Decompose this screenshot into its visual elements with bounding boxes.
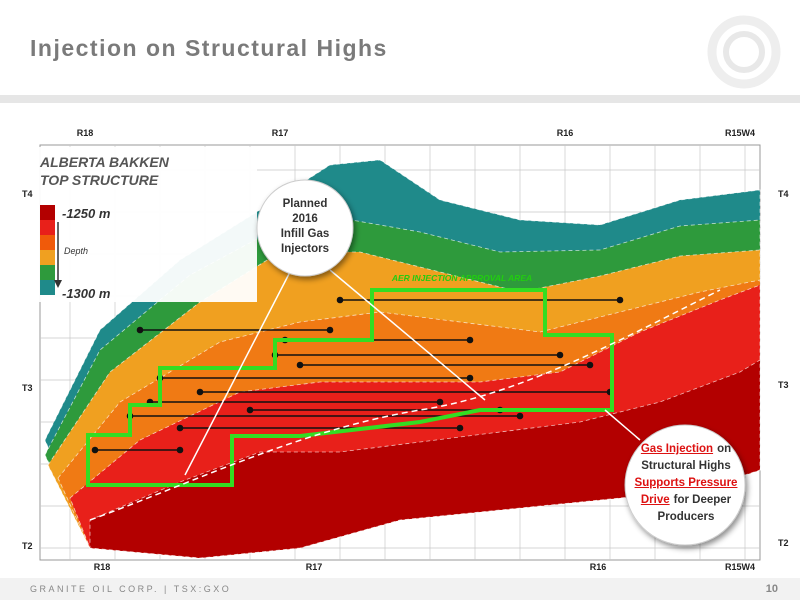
legend-middle: Depth bbox=[64, 246, 88, 256]
well-toe bbox=[466, 374, 474, 382]
callout-line: Drive for Deeper bbox=[628, 492, 744, 509]
well-toe bbox=[326, 326, 334, 334]
callout-line: Infill Gas bbox=[281, 228, 330, 240]
township-label: T3 bbox=[22, 383, 33, 393]
range-label: R15W4 bbox=[725, 128, 755, 138]
approval-area-label: AER INJECTION APPROVAL AREA bbox=[391, 273, 532, 283]
well-toe bbox=[516, 412, 524, 420]
contour-band bbox=[89, 359, 761, 559]
callout-segment: on bbox=[717, 443, 732, 455]
legend-box bbox=[35, 147, 257, 302]
legend-bottom: -1300 m bbox=[62, 286, 111, 301]
callout-pressure: Gas Injection on Structural Highs Supports … bbox=[628, 441, 744, 526]
callout-line: Injectors bbox=[281, 243, 329, 255]
township-label: T4 bbox=[22, 189, 33, 199]
range-label: R15W4 bbox=[725, 562, 755, 572]
township-range-labels: R18 R17 R16 R15W4 R18 R17 R16 R15W4 T4 T3 T2 T4 T3 T2 bbox=[22, 128, 789, 572]
range-label: R17 bbox=[306, 562, 323, 572]
township-label: T4 bbox=[778, 189, 789, 199]
slide-title: Injection on Structural Highs bbox=[30, 35, 388, 61]
footer-bar bbox=[0, 578, 800, 600]
footer-company: GRANITE OIL CORP. | TSX:GXO bbox=[30, 584, 231, 594]
callout-line: 2016 bbox=[292, 213, 318, 225]
well-toe bbox=[456, 424, 464, 432]
range-label: R18 bbox=[94, 562, 111, 572]
well-head bbox=[176, 424, 184, 432]
callout-line: Planned bbox=[283, 198, 328, 210]
well-head bbox=[296, 361, 304, 369]
well-toe bbox=[466, 336, 474, 344]
map: AER INJECTION APPROVAL AREA bbox=[39, 144, 761, 561]
township-label: T2 bbox=[22, 541, 33, 551]
well-toe bbox=[176, 446, 184, 454]
range-label: R17 bbox=[272, 128, 289, 138]
range-label: R18 bbox=[77, 128, 94, 138]
well-head bbox=[336, 296, 344, 304]
well-toe bbox=[436, 398, 444, 406]
callout-segment: for Deeper bbox=[673, 494, 732, 506]
logo bbox=[707, 15, 781, 89]
callout-segment: Gas Injection bbox=[640, 443, 714, 455]
header-rule bbox=[0, 95, 800, 103]
well-head bbox=[91, 446, 99, 454]
page-number: 10 bbox=[766, 583, 778, 595]
well-head bbox=[136, 326, 144, 334]
callout-line: Producers bbox=[628, 509, 744, 526]
legend-title: ALBERTA BAKKEN TOP STRUCTURE bbox=[39, 154, 170, 188]
well-head bbox=[196, 388, 204, 396]
legend: ALBERTA BAKKEN TOP STRUCTURE -1250 m Dept… bbox=[35, 147, 257, 302]
callout-line: Structural Highs bbox=[628, 458, 744, 475]
range-label: R16 bbox=[557, 128, 574, 138]
township-label: T2 bbox=[778, 538, 789, 548]
callout-segment: Drive bbox=[640, 494, 670, 506]
callout-line: Gas Injection on bbox=[628, 441, 744, 458]
legend-top: -1250 m bbox=[62, 206, 111, 221]
township-label: T3 bbox=[778, 380, 789, 390]
callout-segment: Producers bbox=[657, 511, 715, 523]
well-toe bbox=[556, 351, 564, 359]
callout-segment: Supports Pressure bbox=[634, 477, 738, 489]
callout-line: Supports Pressure bbox=[628, 475, 744, 492]
well-toe bbox=[616, 296, 624, 304]
well-toe bbox=[586, 361, 594, 369]
range-label: R16 bbox=[590, 562, 607, 572]
callout-pressure-bg bbox=[604, 409, 746, 546]
well-head bbox=[246, 406, 254, 414]
callout-injectors: Planned 2016 Infill Gas Injectors bbox=[184, 179, 486, 476]
callout-segment: Structural Highs bbox=[641, 460, 731, 472]
